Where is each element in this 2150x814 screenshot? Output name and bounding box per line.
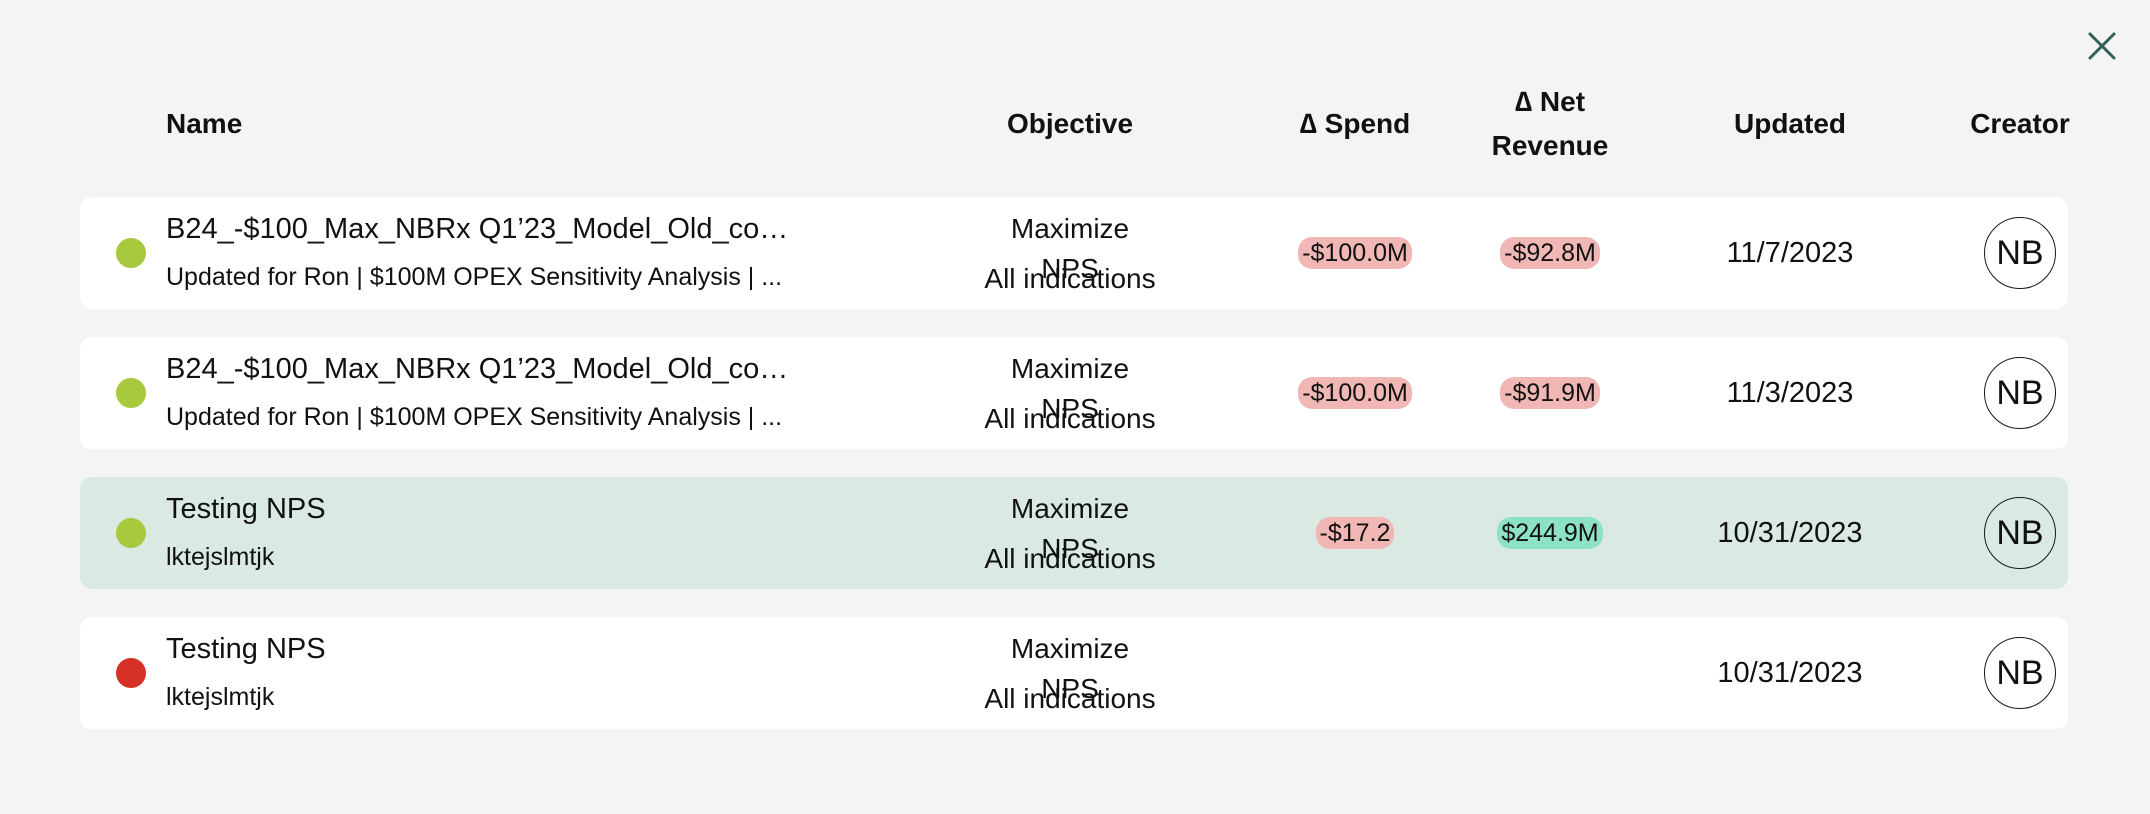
scenario-description: lktejslmtjk — [166, 683, 275, 711]
net-revenue-cell: -$92.8M — [1470, 237, 1630, 269]
column-header-spend[interactable]: ∆ Spend — [1299, 108, 1411, 139]
objective-label: Maximize NPS — [1010, 633, 1130, 704]
net-revenue-delta-badge: -$91.9M — [1500, 377, 1600, 409]
column-header-objective[interactable]: Objective — [1006, 108, 1134, 139]
updated-cell: 11/7/2023 — [1700, 233, 1880, 273]
avatar[interactable]: NB — [1984, 217, 2056, 289]
updated-cell: 10/31/2023 — [1700, 653, 1880, 693]
status-cell — [116, 378, 146, 408]
avatar[interactable]: NB — [1984, 637, 2056, 709]
table-row[interactable]: B24_-$100_Max_NBRx Q1’23_Model_Old_cons.… — [80, 337, 2068, 449]
column-header-net-revenue-line2: Revenue — [1491, 130, 1609, 161]
updated-cell: 11/3/2023 — [1700, 373, 1880, 413]
column-header-net-revenue[interactable]: ∆ Net Revenue — [1470, 80, 1630, 168]
spend-delta-badge: -$17.2 — [1315, 517, 1395, 549]
column-header-updated[interactable]: Updated — [1734, 108, 1846, 139]
objective-label: Maximize NPS — [1010, 493, 1130, 564]
updated-date: 11/7/2023 — [1726, 237, 1854, 269]
scenario-title: B24_-$100_Max_NBRx Q1’23_Model_Old_cons.… — [166, 353, 796, 385]
objective-cell: Maximize NPS All indications — [980, 477, 1160, 589]
objective-label: Maximize NPS — [1010, 213, 1130, 284]
name-cell: B24_-$100_Max_NBRx Q1’23_Model_Old_cons.… — [166, 337, 806, 449]
status-cell — [116, 518, 146, 548]
name-cell: Testing NPS lktejslmtjk — [166, 617, 806, 729]
objective-cell: Maximize NPS All indications — [980, 197, 1160, 309]
close-button[interactable] — [2080, 24, 2124, 68]
table-row[interactable]: B24_-$100_Max_NBRx Q1’23_Model_Old_cons.… — [80, 197, 2068, 309]
updated-cell: 10/31/2023 — [1700, 513, 1880, 553]
creator-cell: NB — [1950, 637, 2090, 709]
net-revenue-delta-badge: -$92.8M — [1500, 237, 1600, 269]
status-cell — [116, 658, 146, 688]
scenario-rows: B24_-$100_Max_NBRx Q1’23_Model_Old_cons.… — [80, 197, 2068, 757]
indication-label: All indications — [984, 683, 1156, 714]
spend-delta-badge: -$100.0M — [1298, 237, 1412, 269]
table-row[interactable]: Testing NPS lktejslmtjk Maximize NPS All… — [80, 617, 2068, 729]
table-header: Name Objective ∆ Spend ∆ Net Revenue Upd… — [80, 78, 2070, 168]
status-cell — [116, 238, 146, 268]
spend-cell: -$100.0M — [1275, 237, 1435, 269]
scenario-description: Updated for Ron | $100M OPEX Sensitivity… — [166, 263, 783, 291]
scenario-title: B24_-$100_Max_NBRx Q1’23_Model_Old_cons.… — [166, 213, 796, 245]
creator-cell: NB — [1950, 217, 2090, 289]
updated-date: 11/3/2023 — [1726, 377, 1854, 409]
status-dot-icon — [116, 658, 146, 688]
creator-cell: NB — [1950, 497, 2090, 569]
scenario-title: Testing NPS — [166, 633, 326, 665]
name-cell: Testing NPS lktejslmtjk — [166, 477, 806, 589]
spend-cell: -$17.2 — [1275, 517, 1435, 549]
status-dot-icon — [116, 518, 146, 548]
objective-cell: Maximize NPS All indications — [980, 337, 1160, 449]
indication-label: All indications — [984, 263, 1156, 294]
indication-label: All indications — [984, 403, 1156, 434]
column-header-creator[interactable]: Creator — [1970, 108, 2070, 139]
table-row[interactable]: Testing NPS lktejslmtjk Maximize NPS All… — [80, 477, 2068, 589]
column-header-net-revenue-line1: ∆ Net — [1514, 86, 1586, 117]
objective-cell: Maximize NPS All indications — [980, 617, 1160, 729]
net-revenue-cell: $244.9M — [1470, 517, 1630, 549]
avatar[interactable]: NB — [1984, 357, 2056, 429]
avatar[interactable]: NB — [1984, 497, 2056, 569]
indication-label: All indications — [984, 543, 1156, 574]
name-cell: B24_-$100_Max_NBRx Q1’23_Model_Old_cons.… — [166, 197, 806, 309]
spend-delta-badge: -$100.0M — [1298, 377, 1412, 409]
scenario-description: Updated for Ron | $100M OPEX Sensitivity… — [166, 403, 783, 431]
updated-date: 10/31/2023 — [1717, 517, 1863, 549]
scenario-description: lktejslmtjk — [166, 543, 275, 571]
scenario-title: Testing NPS — [166, 493, 326, 525]
column-header-name[interactable]: Name — [166, 108, 243, 139]
net-revenue-cell: -$91.9M — [1470, 377, 1630, 409]
objective-label: Maximize NPS — [1010, 353, 1130, 424]
creator-cell: NB — [1950, 357, 2090, 429]
close-icon — [2088, 32, 2116, 60]
net-revenue-delta-badge: $244.9M — [1497, 517, 1603, 549]
status-dot-icon — [116, 378, 146, 408]
status-dot-icon — [116, 238, 146, 268]
spend-cell: -$100.0M — [1275, 377, 1435, 409]
updated-date: 10/31/2023 — [1717, 657, 1863, 689]
